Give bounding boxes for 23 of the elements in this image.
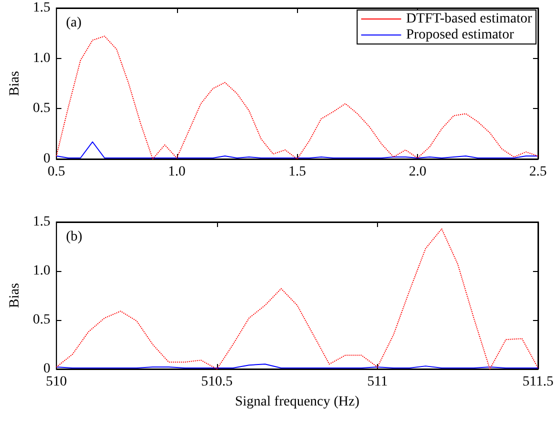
x-tick-label: 511.5 — [522, 374, 554, 390]
x-tick-label: 1.0 — [168, 164, 186, 180]
y-tick-label: 1.5 — [32, 214, 50, 230]
x-tick-label: 511 — [367, 374, 388, 390]
x-tick-label: 510.5 — [201, 374, 233, 390]
y-tick-label: 0.5 — [32, 101, 50, 116]
legend-label: DTFT-based estimator — [406, 12, 532, 26]
x-axis-title: Signal frequency (Hz) — [234, 394, 360, 410]
y-tick-label: 1.0 — [32, 50, 50, 66]
y-tick-label: 1.0 — [32, 264, 50, 278]
y-tick-label: 0 — [43, 152, 50, 166]
x-tick-label: 2.0 — [408, 164, 426, 180]
x-tick-label: 2.5 — [529, 164, 547, 180]
y-tick-label: 1.5 — [32, 0, 50, 16]
y-axis-title: Bias — [8, 283, 22, 308]
annotation: (a) — [66, 16, 82, 30]
legend-label: Proposed estimator — [406, 28, 514, 42]
y-tick-label: 0.5 — [32, 312, 50, 328]
annotation: (b) — [66, 230, 83, 244]
y-axis-title: Bias — [8, 71, 22, 96]
y-tick-label: 0 — [43, 362, 50, 376]
x-tick-label: 1.5 — [288, 164, 306, 180]
x-tick-label: 510 — [46, 374, 67, 390]
